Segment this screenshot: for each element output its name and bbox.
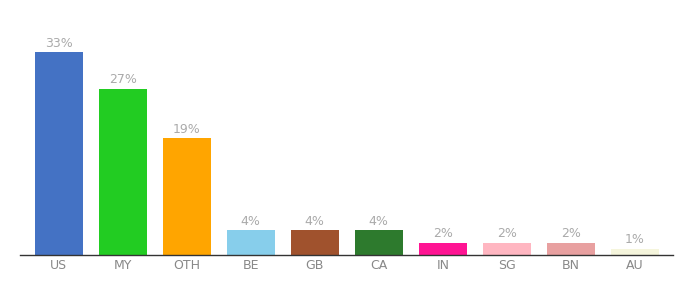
Text: 4%: 4% <box>369 215 389 228</box>
Bar <box>227 230 275 255</box>
Bar <box>355 230 403 255</box>
Text: 4%: 4% <box>305 215 325 228</box>
Text: 33%: 33% <box>45 37 73 50</box>
Bar <box>547 243 595 255</box>
Bar <box>483 243 531 255</box>
Text: 2%: 2% <box>497 227 517 240</box>
Bar <box>419 243 466 255</box>
Bar <box>611 249 659 255</box>
Text: 1%: 1% <box>625 233 645 246</box>
Text: 19%: 19% <box>173 123 201 136</box>
Text: 2%: 2% <box>561 227 581 240</box>
Bar <box>291 230 339 255</box>
Text: 27%: 27% <box>109 74 137 86</box>
Bar <box>35 52 83 255</box>
Text: 4%: 4% <box>241 215 260 228</box>
Text: 2%: 2% <box>433 227 453 240</box>
Bar <box>99 89 147 255</box>
Bar <box>163 138 211 255</box>
